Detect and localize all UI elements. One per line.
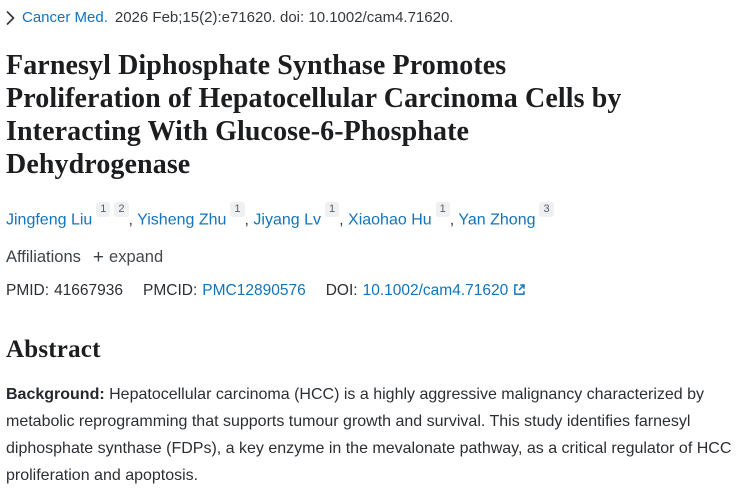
chevron-right-icon[interactable] — [6, 10, 15, 25]
doi-link[interactable]: 10.1002/cam4.71620 — [363, 282, 527, 300]
author-separator: , — [244, 211, 254, 229]
pmcid-link[interactable]: PMC12890576 — [202, 282, 306, 300]
author-link[interactable]: Jiyang Lv — [253, 211, 322, 229]
doi-label: DOI: — [325, 282, 358, 300]
author-item: Jiyang Lv1, — [253, 202, 349, 229]
author-link[interactable]: Yan Zhong — [458, 211, 536, 229]
affiliation-number-badge[interactable]: 1 — [230, 202, 245, 217]
author-separator: , — [128, 211, 138, 229]
citation-details: 2026 Feb;15(2):e71620. doi: 10.1002/cam4… — [114, 9, 454, 26]
author-separator: , — [339, 211, 349, 229]
article-page: Cancer Med. 2026 Feb;15(2):e71620. doi: … — [6, 9, 748, 489]
affiliations-row: Affiliations + expand — [6, 248, 742, 267]
author-item: Xiaohao Hu1, — [348, 202, 459, 229]
author-separator: , — [449, 211, 459, 229]
plus-icon: + — [92, 246, 105, 268]
affiliation-number-badge[interactable]: 1 — [435, 202, 450, 217]
external-link-icon — [513, 283, 526, 301]
abstract-section-label: Background: — [6, 386, 105, 404]
identifiers-row: PMID: 41667936 PMCID: PMC12890576 DOI: 1… — [6, 282, 742, 300]
article-title: Farnesyl Diphosphate Synthase Promotes P… — [6, 50, 622, 180]
pmid-label: PMID: — [6, 282, 50, 300]
doi-value: 10.1002/cam4.71620 — [362, 282, 509, 300]
affiliation-number-badge[interactable]: 1 — [325, 202, 340, 217]
pmcid-item: PMCID: PMC12890576 — [143, 282, 306, 300]
affiliation-number-badge[interactable]: 1 — [96, 202, 111, 217]
expand-affiliations-button[interactable]: + expand — [93, 248, 163, 267]
expand-label: expand — [109, 248, 164, 267]
affiliation-number-badge[interactable]: 2 — [114, 202, 129, 217]
authors-list: Jingfeng Liu1 2, Yisheng Zhu1, Jiyang Lv1… — [6, 202, 742, 231]
author-item: Yan Zhong3 — [458, 202, 554, 229]
author-link[interactable]: Yisheng Zhu — [137, 211, 227, 229]
pmcid-label: PMCID: — [143, 282, 198, 300]
affiliation-number-badge[interactable]: 3 — [539, 202, 554, 217]
author-item: Yisheng Zhu1, — [137, 202, 254, 229]
doi-item: DOI: 10.1002/cam4.71620 — [326, 282, 527, 300]
author-item: Jingfeng Liu1 2, — [6, 202, 138, 229]
abstract-heading: Abstract — [6, 336, 101, 364]
pmid-value: 41667936 — [54, 282, 124, 300]
abstract-background-text: Hepatocellular carcinoma (HCC) is a high… — [6, 386, 732, 485]
affiliations-label: Affiliations — [6, 248, 81, 267]
journal-citation-row: Cancer Med. 2026 Feb;15(2):e71620. doi: … — [6, 9, 742, 26]
author-link[interactable]: Jingfeng Liu — [6, 211, 93, 229]
author-link[interactable]: Xiaohao Hu — [348, 211, 432, 229]
pmid-item: PMID: 41667936 — [6, 282, 123, 300]
abstract-background-paragraph: Background: Hepatocellular carcinoma (HC… — [6, 381, 748, 489]
journal-link[interactable]: Cancer Med. — [22, 9, 108, 26]
